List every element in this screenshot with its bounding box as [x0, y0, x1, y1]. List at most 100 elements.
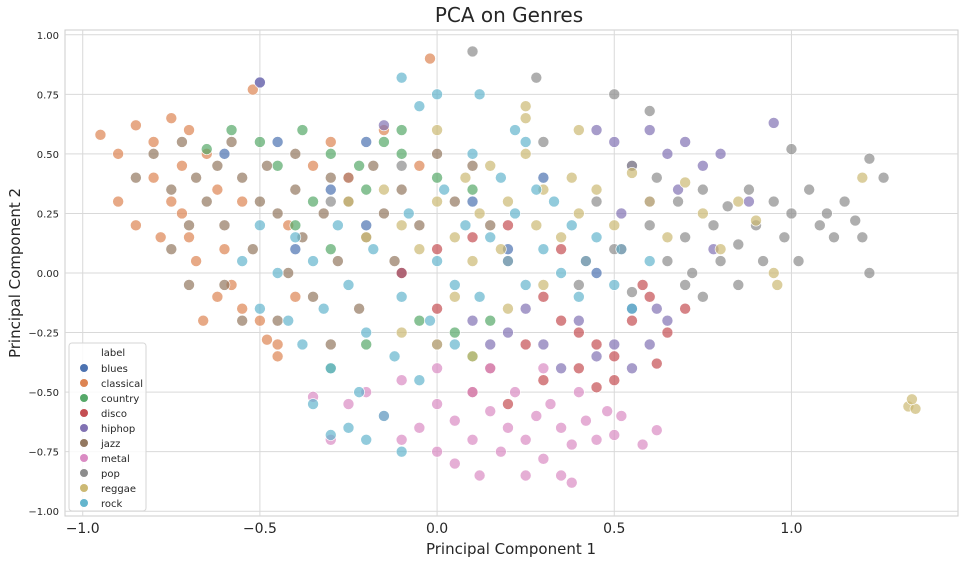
point-jazz: [484, 219, 497, 232]
legend-label-country: country: [101, 394, 139, 405]
point-country: [271, 159, 284, 172]
legend-label-rock: rock: [101, 499, 123, 510]
legend-marker-jazz: [80, 439, 88, 447]
point-metal: [413, 422, 426, 434]
point-metal: [484, 362, 497, 375]
point-metal: [466, 386, 479, 398]
point-metal: [544, 398, 557, 410]
legend-box: [68, 342, 147, 512]
point-country: [296, 124, 309, 136]
point-metal: [580, 414, 592, 427]
point-pop: [821, 207, 833, 220]
point-metal: [537, 453, 550, 465]
point-disco: [608, 374, 621, 387]
point-hiphop: [626, 362, 638, 375]
y-tick-label: 0.75: [37, 90, 59, 101]
point-rock: [353, 386, 365, 398]
point-pop: [466, 45, 479, 58]
point-rock: [307, 255, 319, 267]
point-hiphop: [254, 76, 266, 89]
point-pop: [686, 267, 699, 279]
point-disco: [431, 302, 443, 315]
point-metal: [473, 469, 486, 482]
point-classical: [211, 291, 224, 303]
point-disco: [636, 279, 649, 291]
y-tick-label: 1.00: [37, 31, 59, 42]
point-classical: [254, 314, 266, 327]
point-rock: [367, 243, 380, 255]
x-tick-label: −1.0: [66, 521, 100, 537]
point-country: [484, 314, 497, 327]
legend-marker-disco: [80, 409, 88, 417]
point-rock: [484, 231, 497, 244]
point-jazz: [317, 207, 330, 220]
point-pop: [626, 286, 638, 298]
legend-label-pop: pop: [101, 469, 120, 480]
point-country: [360, 338, 373, 351]
point-classical: [424, 52, 436, 65]
point-rock: [271, 267, 284, 279]
chart-title: PCA on Genres: [435, 3, 583, 27]
point-hiphop: [697, 159, 709, 172]
point-classical: [197, 314, 210, 327]
point-reggae: [449, 291, 461, 303]
point-jazz: [413, 219, 426, 232]
point-country: [413, 314, 426, 327]
point-metal: [519, 433, 532, 446]
x-tick-label: 0.0: [426, 521, 448, 537]
y-tick-label: −0.50: [28, 388, 59, 399]
point-reggae: [449, 231, 461, 244]
point-classical: [112, 195, 124, 208]
point-reggae: [395, 326, 408, 339]
point-pop: [863, 152, 876, 165]
point-reggae: [360, 231, 373, 244]
point-pop: [863, 267, 876, 279]
point-blues: [590, 267, 603, 279]
point-reggae: [459, 171, 472, 184]
point-pop: [672, 195, 684, 208]
point-jazz: [218, 219, 231, 232]
point-metal: [555, 422, 567, 434]
point-rock: [502, 255, 514, 267]
point-blues: [218, 148, 231, 160]
point-rock: [360, 326, 373, 339]
point-hiphop: [650, 302, 663, 315]
data-points: [94, 45, 922, 489]
point-reggae: [473, 207, 486, 220]
point-hiphop: [643, 338, 656, 351]
point-jazz: [388, 255, 401, 267]
point-disco: [555, 243, 567, 255]
point-rock: [296, 338, 309, 351]
point-disco: [608, 350, 621, 363]
point-jazz: [236, 171, 248, 184]
point-metal: [342, 398, 355, 410]
point-hiphop: [502, 326, 514, 339]
y-tick-label: −0.25: [28, 329, 59, 340]
point-reggae: [431, 124, 443, 136]
point-reggae: [431, 195, 443, 208]
tick-labels: −1.0 −0.5 0.0 0.5 1.0 1.00 0.75 0.50 0.25 0.00 −0.…: [28, 31, 802, 537]
point-rock: [342, 422, 355, 434]
point-disco: [395, 267, 408, 279]
legend-item-hiphop: hiphop: [80, 424, 135, 435]
point-country: [449, 326, 461, 339]
point-pop: [395, 159, 408, 172]
point-jazz: [147, 148, 160, 160]
point-reggae: [537, 279, 550, 291]
legend-item-disco: disco: [80, 409, 127, 420]
point-classical: [165, 112, 178, 124]
point-classical: [154, 231, 167, 244]
point-metal: [395, 433, 408, 446]
series-pop: [324, 45, 890, 303]
point-disco: [661, 326, 674, 339]
legend-label-reggae: reggae: [101, 484, 136, 495]
legend-marker-reggae: [80, 484, 88, 492]
point-pop: [732, 238, 745, 251]
y-tick-label: −1.00: [28, 507, 59, 518]
point-rock: [580, 255, 592, 267]
legend-label-metal: metal: [101, 454, 130, 465]
point-rock: [431, 88, 443, 101]
legend-item-metal: metal: [80, 454, 130, 465]
point-pop: [813, 219, 826, 232]
point-classical: [271, 350, 284, 363]
